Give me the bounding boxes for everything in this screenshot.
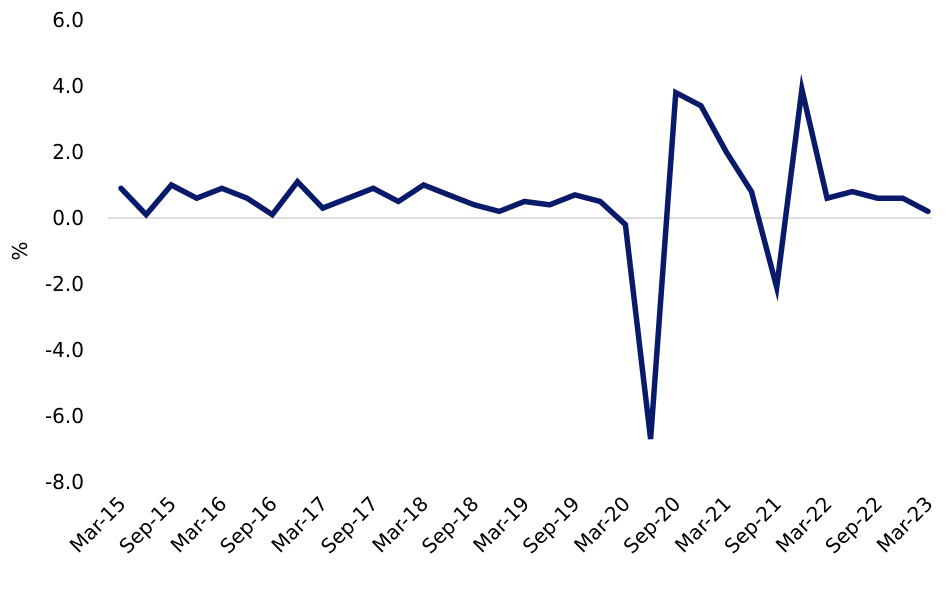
y-tick-label: 0.0 <box>52 206 84 230</box>
y-tick-label: -8.0 <box>45 470 84 494</box>
x-tick-label: Sep-16 <box>215 492 282 559</box>
y-tick-label: 2.0 <box>52 140 84 164</box>
y-tick-label: -6.0 <box>45 404 84 428</box>
y-tick-label: 6.0 <box>52 8 84 32</box>
x-tick-label: Mar-23 <box>872 492 938 558</box>
y-axis-tick-labels: 6.0 4.0 2.0 0.0 -2.0 -4.0 -6.0 -8.0 <box>45 8 84 494</box>
x-tick-label: Sep-22 <box>820 492 887 559</box>
x-tick-label: Sep-20 <box>619 492 686 559</box>
x-tick-label: Sep-17 <box>316 492 383 559</box>
x-axis-tick-labels: Mar-15Sep-15Mar-16Sep-16Mar-17Sep-17Mar-… <box>65 492 938 559</box>
x-tick-label: Sep-15 <box>114 492 181 559</box>
y-tick-label: 4.0 <box>52 74 84 98</box>
x-tick-label: Sep-19 <box>518 492 585 559</box>
y-axis-title: % <box>8 241 32 260</box>
series-line <box>118 73 931 440</box>
x-tick-label: Sep-21 <box>719 492 786 559</box>
y-tick-label: -4.0 <box>45 338 84 362</box>
y-tick-label: -2.0 <box>45 272 84 296</box>
x-tick-label: Sep-18 <box>417 492 484 559</box>
